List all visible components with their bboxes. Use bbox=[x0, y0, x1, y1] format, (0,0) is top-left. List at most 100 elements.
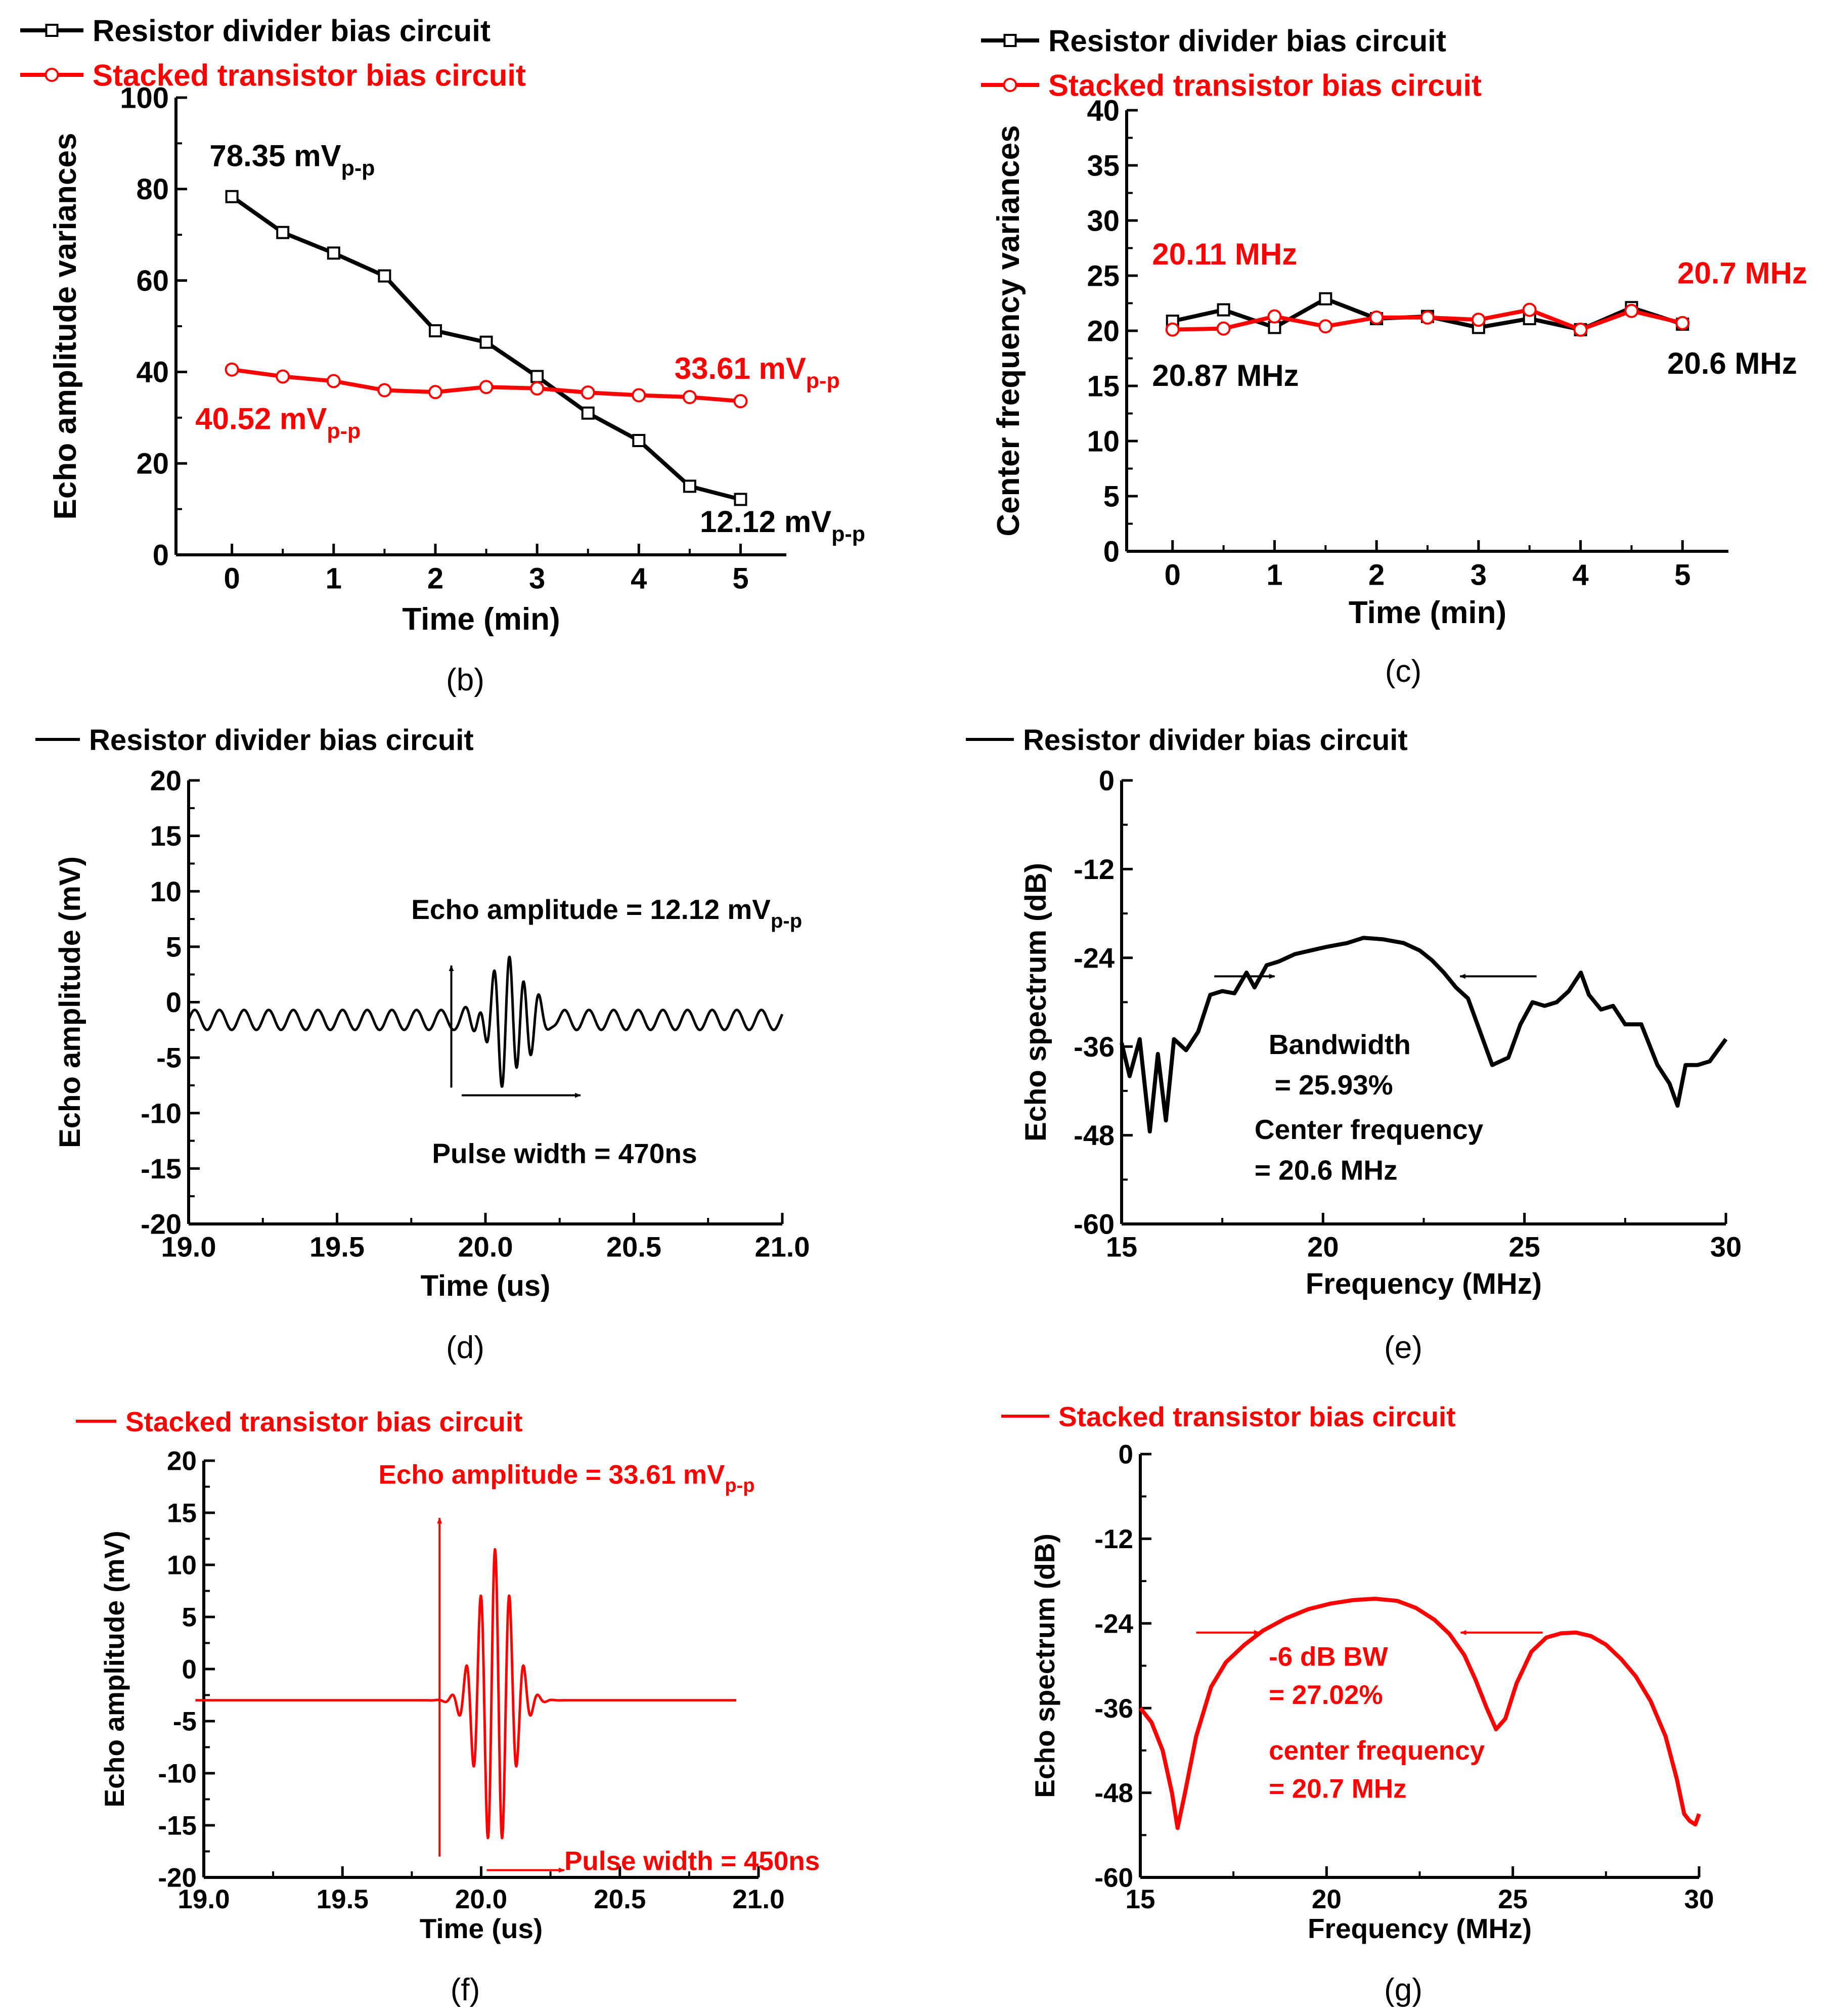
x-tick-label: 3 bbox=[529, 562, 545, 595]
data-point-square bbox=[276, 226, 290, 239]
annotation-main-text: Echo amplitude = 33.61 mV bbox=[379, 1460, 725, 1489]
annotation-main-text: = 20.7 MHz bbox=[1269, 1774, 1406, 1804]
y-tick-label: 10 bbox=[150, 875, 182, 907]
x-tick-label: 20.0 bbox=[455, 1884, 507, 1914]
data-point-square bbox=[683, 479, 696, 493]
y-tick-label: 20 bbox=[150, 765, 182, 797]
x-tick-label: 25 bbox=[1498, 1884, 1528, 1914]
data-point-circle bbox=[1216, 321, 1231, 336]
annotation-main-text: 20.7 MHz bbox=[1677, 256, 1807, 290]
y-tick-label: -20 bbox=[141, 1208, 182, 1240]
annotation-label: Echo amplitude = 12.12 mVp-p bbox=[411, 894, 802, 932]
y-axis-label: Echo amplitude variances bbox=[48, 133, 83, 520]
annotation-main-text: 33.61 mV bbox=[675, 352, 806, 385]
annotation-label: = 25.93% bbox=[1275, 1069, 1393, 1101]
x-tick-label: 25 bbox=[1509, 1231, 1540, 1262]
y-tick-label: 0 bbox=[166, 986, 182, 1018]
y-tick-label: 5 bbox=[1103, 480, 1120, 513]
x-tick-label: 21.0 bbox=[755, 1231, 810, 1262]
data-point-square bbox=[378, 269, 391, 283]
y-tick-label: 5 bbox=[182, 1603, 197, 1633]
y-tick-label: -48 bbox=[1094, 1778, 1133, 1808]
y-tick-label: -10 bbox=[141, 1097, 182, 1129]
data-point-circle bbox=[1522, 302, 1537, 317]
data-point-square bbox=[734, 493, 747, 506]
annotation-subscript: p-p bbox=[341, 156, 375, 181]
x-tick-label: 19.5 bbox=[317, 1884, 369, 1914]
data-point-square bbox=[1319, 292, 1332, 305]
data-point-circle bbox=[276, 369, 290, 384]
data-point-square bbox=[632, 434, 646, 447]
x-axis-label: Time (min) bbox=[1349, 595, 1506, 630]
data-point-square bbox=[479, 335, 493, 349]
annotation-main-text: = 25.93% bbox=[1275, 1069, 1393, 1101]
y-tick-label: -12 bbox=[1094, 1524, 1133, 1554]
data-point-circle bbox=[1420, 310, 1435, 325]
legend-label: Stacked transistor bias circuit bbox=[1048, 69, 1482, 103]
x-tick-label: 15 bbox=[1106, 1231, 1137, 1262]
x-axis-label: Frequency (MHz) bbox=[1308, 1913, 1532, 1944]
data-point-circle bbox=[530, 381, 545, 396]
annotation-label: = 27.02% bbox=[1269, 1680, 1383, 1710]
y-tick-label: -36 bbox=[1074, 1031, 1115, 1063]
x-tick-label: 20.5 bbox=[594, 1884, 646, 1914]
data-point-circle bbox=[377, 383, 392, 398]
y-tick-label: -10 bbox=[158, 1759, 197, 1789]
data-point-circle bbox=[479, 380, 494, 395]
legend-marker-circle bbox=[44, 68, 59, 82]
y-axis-label: Center frequency variances bbox=[991, 125, 1026, 536]
y-tick-label: 0 bbox=[182, 1655, 197, 1685]
x-tick-label: 19.0 bbox=[177, 1884, 230, 1914]
y-axis-label: Echo amplitude (mV) bbox=[99, 1531, 130, 1808]
data-point-circle bbox=[1471, 313, 1486, 327]
data-point-circle bbox=[1573, 322, 1588, 337]
y-tick-label: 15 bbox=[1087, 370, 1120, 403]
y-tick-label: -24 bbox=[1074, 942, 1115, 974]
annotation-main-text: Bandwidth bbox=[1269, 1029, 1411, 1060]
annotation-label: -6 dB BW bbox=[1269, 1642, 1388, 1672]
series-line-1 bbox=[194, 1548, 737, 1839]
y-tick-label: -15 bbox=[158, 1811, 197, 1841]
legend-label: Resistor divider bias circuit bbox=[1048, 24, 1446, 58]
y-tick-label: 5 bbox=[166, 931, 182, 962]
panel-label: (f) bbox=[451, 1973, 480, 2007]
x-tick-label: 0 bbox=[224, 562, 240, 595]
x-tick-label: 15 bbox=[1126, 1884, 1155, 1914]
x-tick-label: 1 bbox=[326, 562, 342, 595]
y-tick-label: -24 bbox=[1094, 1609, 1133, 1639]
y-tick-label: 40 bbox=[1087, 94, 1120, 127]
x-tick-label: 20 bbox=[1312, 1884, 1342, 1914]
panel-g-chart: -60 -48 -36 -24 -12 0 15 20 25 30 Frequency (MHz) E… bbox=[1001, 1401, 1714, 2007]
data-point-circle bbox=[1675, 316, 1690, 330]
y-tick-label: 15 bbox=[150, 820, 182, 852]
x-tick-label: 2 bbox=[427, 562, 443, 595]
data-point-circle bbox=[1165, 322, 1180, 337]
annotation-main-text: Echo amplitude = 12.12 mV bbox=[411, 894, 771, 925]
annotation-label: = 20.7 MHz bbox=[1269, 1774, 1406, 1804]
annotation-label: 20.7 MHz bbox=[1677, 256, 1807, 290]
x-axis-label: Time (us) bbox=[421, 1269, 551, 1302]
y-tick-label: -60 bbox=[1074, 1208, 1115, 1240]
series-line-1 bbox=[1120, 936, 1728, 1134]
y-tick-label: 0 bbox=[1103, 535, 1120, 568]
annotation-label: 12.12 mVp-p bbox=[700, 505, 865, 546]
panel-b-chart: 0 20 40 60 80 100 0 1 2 3 4 5 Time (min) Echo amplitu… bbox=[20, 14, 865, 697]
x-tick-label: 0 bbox=[1165, 559, 1181, 592]
panel-label: (c) bbox=[1385, 654, 1421, 689]
annotation-main-text: 20.6 MHz bbox=[1667, 346, 1797, 380]
x-tick-label: 20.5 bbox=[606, 1231, 661, 1262]
y-tick-label: 10 bbox=[1087, 425, 1120, 458]
data-point-circle bbox=[1267, 309, 1282, 324]
data-point-circle bbox=[1369, 310, 1384, 325]
y-tick-label: 30 bbox=[1087, 204, 1120, 237]
x-axis-label: Time (us) bbox=[420, 1913, 543, 1944]
y-tick-label: 20 bbox=[1087, 315, 1120, 347]
legend-label: Resistor divider bias circuit bbox=[93, 14, 491, 48]
y-tick-label: 25 bbox=[1087, 259, 1120, 292]
annotation-main-text: Center frequency bbox=[1255, 1114, 1484, 1145]
panel-d-chart: -20 -15 -10 -5 0 5 10 15 20 19.0 19.5 20.0 20.5 21.0 T… bbox=[35, 724, 810, 1365]
annotation-label: 20.11 MHz bbox=[1152, 237, 1297, 271]
x-tick-label: 4 bbox=[1572, 559, 1588, 592]
annotation-main-text: 20.11 MHz bbox=[1152, 237, 1297, 271]
